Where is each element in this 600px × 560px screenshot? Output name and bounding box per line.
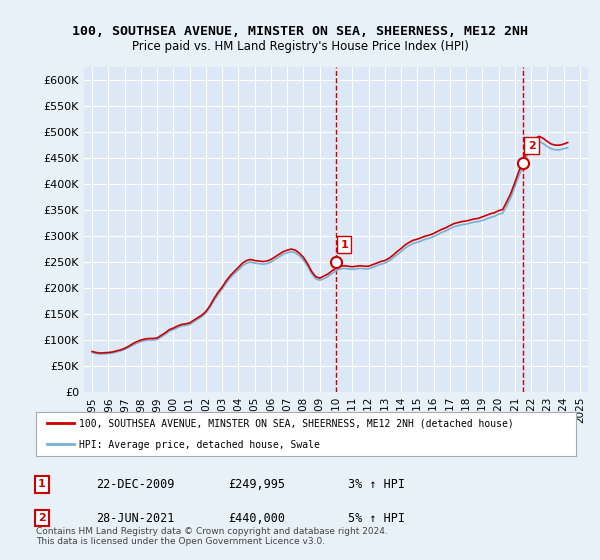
- Text: 2: 2: [527, 141, 535, 151]
- Text: 100, SOUTHSEA AVENUE, MINSTER ON SEA, SHEERNESS, ME12 2NH: 100, SOUTHSEA AVENUE, MINSTER ON SEA, SH…: [72, 25, 528, 38]
- Text: 1: 1: [38, 479, 46, 489]
- Text: 100, SOUTHSEA AVENUE, MINSTER ON SEA, SHEERNESS, ME12 2NH (detached house): 100, SOUTHSEA AVENUE, MINSTER ON SEA, SH…: [79, 419, 514, 429]
- Text: 1: 1: [340, 240, 348, 250]
- Text: 5% ↑ HPI: 5% ↑ HPI: [348, 511, 405, 525]
- Text: HPI: Average price, detached house, Swale: HPI: Average price, detached house, Swal…: [79, 440, 320, 450]
- Text: 28-JUN-2021: 28-JUN-2021: [96, 511, 175, 525]
- Text: Price paid vs. HM Land Registry's House Price Index (HPI): Price paid vs. HM Land Registry's House …: [131, 40, 469, 53]
- Text: £440,000: £440,000: [228, 511, 285, 525]
- Text: 22-DEC-2009: 22-DEC-2009: [96, 478, 175, 491]
- Text: 3% ↑ HPI: 3% ↑ HPI: [348, 478, 405, 491]
- Text: Contains HM Land Registry data © Crown copyright and database right 2024.
This d: Contains HM Land Registry data © Crown c…: [36, 526, 388, 546]
- Text: £249,995: £249,995: [228, 478, 285, 491]
- Text: 2: 2: [38, 513, 46, 523]
